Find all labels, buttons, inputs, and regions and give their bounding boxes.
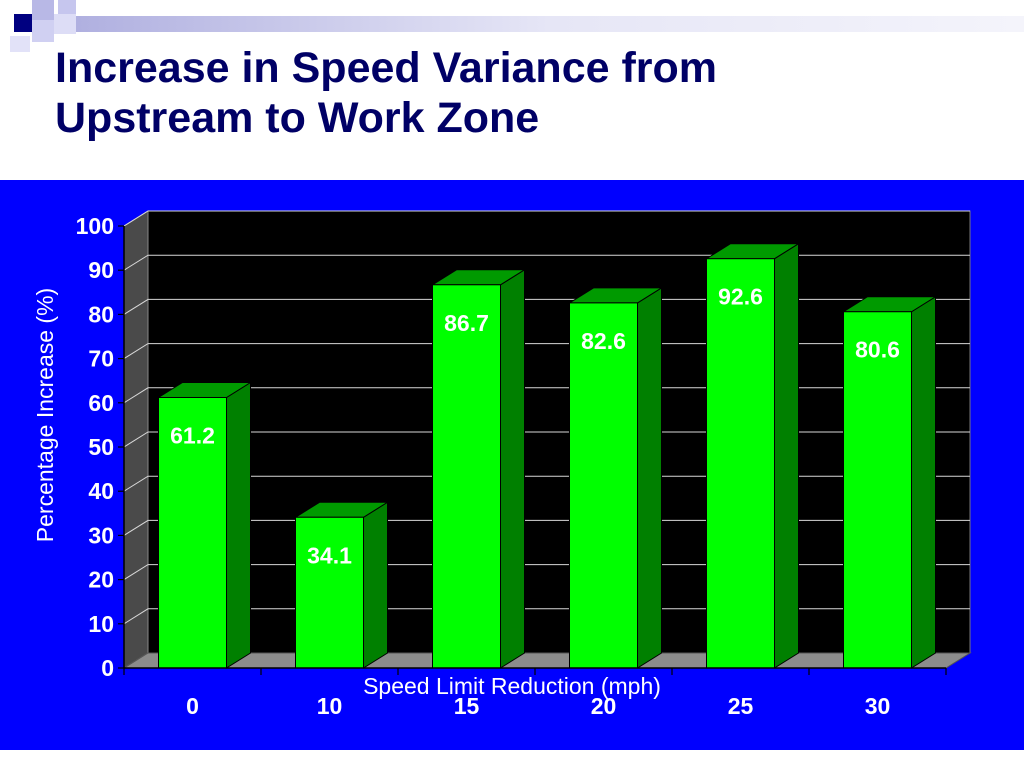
bar-side-face (637, 287, 662, 669)
y-tick-label: 10 (88, 611, 114, 637)
bar-front-face (158, 396, 227, 669)
data-label: 80.6 (855, 337, 900, 363)
data-label: 86.7 (444, 310, 489, 336)
corner-square-navy (14, 14, 32, 32)
x-tick-label: 20 (591, 693, 617, 719)
x-tick-label: 30 (865, 693, 891, 719)
y-tick-label: 20 (88, 567, 114, 593)
bar-chart: 61.2 34.1 86.7 82.6 92.6 80.6 0 10 20 30 40 50 60 70… (32, 210, 972, 719)
data-label: 34.1 (307, 542, 352, 568)
x-tick-label: 15 (454, 693, 480, 719)
gridline (123, 210, 970, 227)
y-tick-label: 80 (88, 301, 114, 327)
corner-square-lavender-5 (10, 36, 30, 52)
slide-title: Increase in Speed Variance from Upstream… (55, 43, 955, 143)
gridline (123, 343, 970, 360)
y-tick-label: 100 (76, 213, 114, 239)
bar-side-face (774, 242, 799, 669)
bar-side-face (226, 381, 251, 669)
x-tick-label: 25 (728, 693, 754, 719)
gridline (123, 475, 970, 492)
bar-front-face (569, 302, 638, 669)
data-label: 61.2 (170, 422, 215, 448)
bar-15 (430, 268, 527, 669)
bar-side-face (500, 268, 525, 669)
gridline (123, 431, 970, 448)
y-tick-label: 70 (88, 346, 114, 372)
corner-square-lavender-4 (54, 14, 76, 34)
y-tick-label: 60 (88, 390, 114, 416)
corner-square-lavender-2 (58, 0, 76, 14)
bars-group: 61.2 34.1 86.7 82.6 92.6 80.6 (156, 242, 938, 669)
title-line-1: Increase in Speed Variance from (55, 44, 718, 92)
data-label: 82.6 (581, 328, 626, 354)
bar-front-face (706, 258, 775, 669)
y-tick-label: 0 (101, 655, 114, 681)
corner-square-lavender-3 (32, 20, 54, 42)
bar-front-face (295, 516, 364, 669)
y-tick-label: 30 (88, 522, 114, 548)
bar-10 (293, 501, 390, 669)
gridline (123, 608, 970, 625)
gridline (123, 564, 970, 581)
gridline (123, 387, 970, 404)
bar-side-face (363, 501, 388, 669)
bar-0 (156, 381, 253, 669)
y-tick-label: 40 (88, 478, 114, 504)
gridline (123, 254, 970, 271)
header-band (76, 16, 1024, 32)
y-axis-title: Percentage Increase (%) (32, 288, 58, 542)
bar-30 (841, 295, 938, 669)
axes-group: 0 10 20 30 40 50 60 70 80 90 100 0 10 15 20 25 30 (76, 213, 947, 719)
bar-25 (704, 242, 801, 669)
x-tick-label: 10 (317, 693, 343, 719)
x-axis-title: Speed Limit Reduction (mph) (363, 673, 661, 699)
gridline (123, 519, 970, 536)
y-tick-label: 50 (88, 434, 114, 460)
corner-square-lavender (32, 0, 54, 20)
bar-front-face (843, 311, 912, 669)
bar-20 (567, 287, 664, 669)
gridline (123, 298, 970, 315)
y-tick-label: 90 (88, 257, 114, 283)
bar-front-face (432, 284, 501, 669)
chart-panel: 61.2 34.1 86.7 82.6 92.6 80.6 0 10 20 30 40 50 60 70… (0, 180, 1024, 750)
x-tick-label: 0 (186, 693, 199, 719)
data-label: 92.6 (718, 284, 763, 310)
title-line-2: Upstream to Work Zone (55, 94, 540, 142)
bar-side-face (911, 295, 936, 669)
